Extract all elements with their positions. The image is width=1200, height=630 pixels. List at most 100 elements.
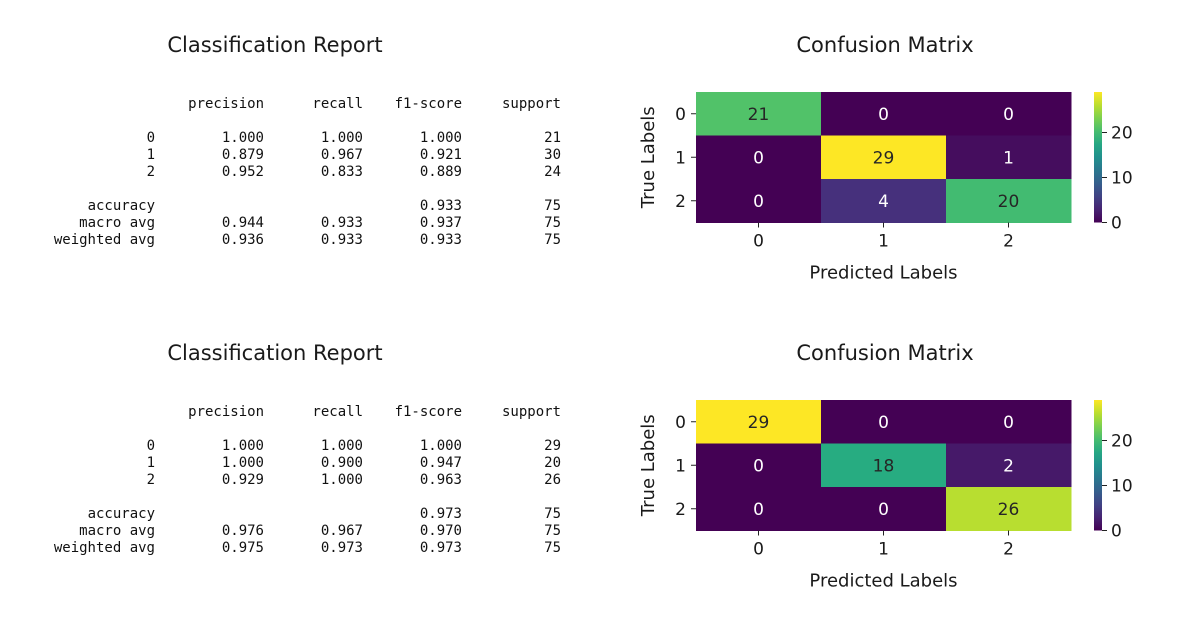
colorbar-tick-label: 20 — [1111, 124, 1133, 144]
heatmap-cell — [696, 487, 822, 531]
report-row: weighted avg 0.936 0.933 0.933 75 — [0, 232, 580, 249]
heatmap-cell — [821, 487, 947, 531]
cell-value-label: 29 — [873, 148, 895, 168]
report-row-label: 2 — [146, 164, 155, 180]
report-value: 0.936 — [221, 232, 264, 248]
report-value: 26 — [544, 472, 561, 488]
report-row-label: 1 — [146, 147, 155, 163]
heatmap-cell — [821, 92, 947, 136]
report-value: 0.929 — [221, 472, 264, 488]
report-column-header: f1-score — [394, 96, 462, 112]
report-header-row: precision recall f1-score support — [0, 96, 580, 113]
cell-value-label: 29 — [748, 413, 770, 433]
report-row-label: macro avg — [79, 523, 155, 539]
x-tick-label: 2 — [1003, 540, 1014, 560]
y-tick-label: 2 — [675, 192, 686, 212]
heatmap-cell — [946, 487, 1072, 531]
report-row: 2 0.952 0.833 0.889 24 — [0, 164, 580, 181]
report-value: 0.973 — [419, 506, 462, 522]
cell-value-label: 2 — [1003, 456, 1014, 476]
report-value: 1.000 — [221, 130, 264, 146]
report-value: 0.933 — [419, 198, 462, 214]
report-value: 75 — [544, 215, 561, 231]
report-row: macro avg 0.976 0.967 0.970 75 — [0, 523, 580, 540]
y-tick-label: 0 — [675, 105, 686, 125]
report-row: accuracy 0.973 75 — [0, 506, 580, 523]
report-row-label: 0 — [146, 130, 155, 146]
cell-value-label: 0 — [878, 500, 889, 520]
colorbar — [1094, 92, 1102, 223]
report-value: 1.000 — [221, 455, 264, 471]
y-axis-label: True Labels — [638, 414, 659, 517]
report-value: 0.967 — [320, 147, 363, 163]
cell-value-label: 0 — [753, 148, 764, 168]
report-value: 1.000 — [221, 438, 264, 454]
cell-value-label: 20 — [998, 192, 1020, 212]
y-tick-label: 0 — [675, 413, 686, 433]
report-title: Classification Report — [167, 33, 383, 57]
report-value: 75 — [544, 198, 561, 214]
report-value: 75 — [544, 523, 561, 539]
report-value: 0.937 — [419, 215, 462, 231]
report-value: 0.933 — [419, 232, 462, 248]
report-row: weighted avg 0.975 0.973 0.973 75 — [0, 540, 580, 557]
report-header-row: precision recall f1-score support — [0, 404, 580, 421]
report-value: 0.973 — [320, 540, 363, 556]
report-row: macro avg 0.944 0.933 0.937 75 — [0, 215, 580, 232]
cell-value-label: 0 — [753, 192, 764, 212]
heatmap-cell — [696, 92, 822, 136]
cell-value-label: 0 — [878, 413, 889, 433]
report-value: 1.000 — [419, 130, 462, 146]
report-value: 0.944 — [221, 215, 264, 231]
report-value: 1.000 — [320, 472, 363, 488]
cell-value-label: 1 — [1003, 148, 1014, 168]
colorbar-tick-label: 10 — [1111, 169, 1133, 189]
report-value: 1.000 — [320, 130, 363, 146]
report-row-label: weighted avg — [53, 540, 155, 556]
x-tick-label: 2 — [1003, 232, 1014, 252]
report-value: 0.889 — [419, 164, 462, 180]
cell-value-label: 0 — [878, 105, 889, 125]
heatmap-cell — [696, 135, 822, 180]
heatmap-cell — [696, 400, 822, 444]
report-value: 0.947 — [419, 455, 462, 471]
cell-value-label: 21 — [748, 105, 770, 125]
cell-value-label: 0 — [1003, 105, 1014, 125]
cell-value-label: 0 — [753, 456, 764, 476]
report-column-header: f1-score — [394, 404, 462, 420]
cell-value-label: 18 — [873, 456, 895, 476]
report-value: 20 — [544, 455, 561, 471]
report-value: 0.933 — [320, 215, 363, 231]
report-value: 0.921 — [419, 147, 462, 163]
heatmap-cell — [821, 400, 947, 444]
report-row: accuracy 0.933 75 — [0, 198, 580, 215]
heatmap-cell — [821, 135, 947, 180]
report-value: 0.975 — [221, 540, 264, 556]
heatmap-cell — [946, 443, 1072, 488]
report-column-header: precision — [188, 404, 264, 420]
report-value: 0.952 — [221, 164, 264, 180]
report-value: 75 — [544, 506, 561, 522]
chart-title: Confusion Matrix — [796, 341, 974, 365]
chart-title: Confusion Matrix — [796, 33, 974, 57]
cell-value-label: 0 — [1003, 413, 1014, 433]
x-tick-label: 0 — [753, 232, 764, 252]
report-row: 1 1.000 0.900 0.947 20 — [0, 455, 580, 472]
heatmap-cell — [946, 135, 1072, 180]
y-axis-label: True Labels — [638, 106, 659, 209]
heatmap-cell — [946, 92, 1072, 136]
x-tick-label: 1 — [878, 232, 889, 252]
report-value: 75 — [544, 232, 561, 248]
colorbar-tick-label: 0 — [1111, 214, 1122, 234]
report-row-label: 0 — [146, 438, 155, 454]
report-value: 0.973 — [419, 540, 462, 556]
colorbar-tick-label: 0 — [1111, 522, 1122, 542]
report-row-label: 2 — [146, 472, 155, 488]
heatmap-cell — [696, 443, 822, 488]
report-column-header: support — [501, 96, 561, 112]
cell-value-label: 0 — [753, 500, 764, 520]
report-row-label: 1 — [146, 455, 155, 471]
report-column-header: recall — [312, 404, 363, 420]
heatmap-cell — [946, 179, 1072, 223]
